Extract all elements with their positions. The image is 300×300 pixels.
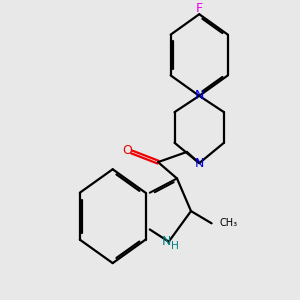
Text: N: N <box>162 235 172 248</box>
Text: N: N <box>194 157 204 170</box>
Text: N: N <box>194 89 204 102</box>
Text: CH₃: CH₃ <box>220 218 238 228</box>
Text: F: F <box>196 2 203 15</box>
Text: O: O <box>122 144 132 157</box>
Text: H: H <box>171 242 179 251</box>
